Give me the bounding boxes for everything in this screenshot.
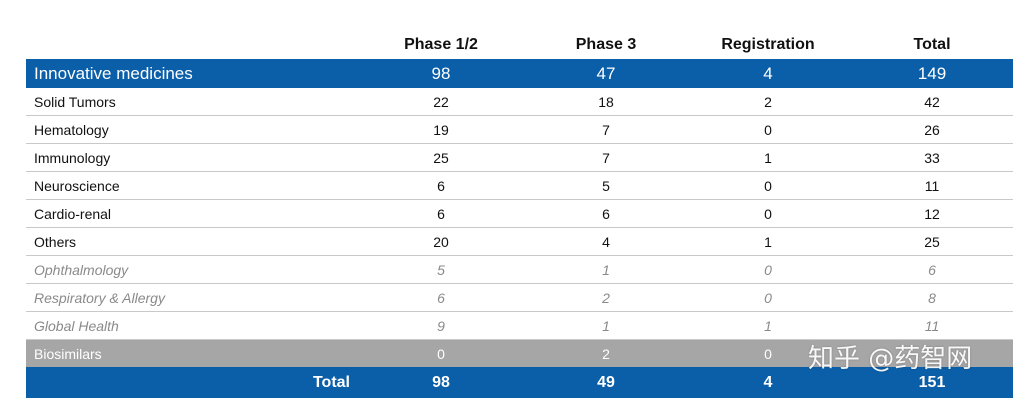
row-label: Others: [34, 233, 77, 250]
row-label: Biosimilars: [34, 345, 102, 362]
cell-registration: 0: [764, 345, 772, 362]
cell-phase-3: 4: [602, 233, 610, 250]
cell-total: 12: [924, 205, 940, 222]
cell-total: 151: [918, 373, 946, 391]
cell-phase-3: 5: [602, 177, 610, 194]
cell-total: 11: [924, 177, 940, 194]
pipeline-table: Phase 1/2 Phase 3 Registration Total Inn…: [26, 30, 1013, 398]
cell-phase-3: 7: [602, 121, 610, 138]
header-phase-1-2: Phase 1/2: [404, 36, 478, 53]
table-row-hematology: Hematology 19 7 0 26: [26, 116, 1013, 144]
cell-registration: 1: [764, 317, 772, 334]
cell-registration: 4: [763, 373, 773, 391]
row-label: Neuroscience: [34, 177, 120, 194]
header-phase-3: Phase 3: [575, 36, 637, 53]
table-row-neuroscience: Neuroscience 6 5 0 11: [26, 172, 1013, 200]
cell-registration: 2: [764, 93, 772, 110]
header-total: Total: [913, 36, 951, 53]
cell-phase-1-2: 6: [437, 177, 445, 194]
cell-phase-1-2: 20: [433, 233, 449, 250]
row-label: Cardio-renal: [34, 205, 112, 222]
table-row-biosimilars: Biosimilars 0 2 0: [26, 340, 1013, 367]
cell-registration: 4: [763, 63, 773, 83]
cell-phase-3: 6: [602, 205, 610, 222]
cell-phase-1-2: 0: [437, 345, 445, 362]
row-label: Global Health: [34, 317, 119, 334]
row-label: Ophthalmology: [34, 261, 129, 278]
cell-phase-3: 1: [602, 317, 610, 334]
cell-total: 25: [924, 233, 940, 250]
header-registration: Registration: [721, 36, 815, 53]
cell-total: 26: [924, 121, 940, 138]
row-label: Immunology: [34, 149, 111, 166]
cell-phase-3: 47: [596, 63, 616, 83]
cell-total: 42: [924, 93, 940, 110]
table-row-global-health: Global Health 9 1 1 11: [26, 312, 1013, 340]
table-row-immunology: Immunology 25 7 1 33: [26, 144, 1013, 172]
cell-phase-1-2: 98: [432, 373, 450, 391]
cell-registration: 0: [764, 289, 772, 306]
table-total-row: Total 98 49 4 151: [26, 367, 1013, 398]
cell-phase-3: 7: [602, 149, 610, 166]
table-row-respiratory-allergy: Respiratory & Allergy 6 2 0 8: [26, 284, 1013, 312]
total-label: Total: [312, 373, 350, 391]
cell-phase-3: 18: [598, 93, 614, 110]
table-row-solid-tumors: Solid Tumors 22 18 2 42: [26, 88, 1013, 116]
row-label: Hematology: [34, 121, 109, 138]
innovative-medicines-row: Innovative medicines 98 47 4 149: [26, 59, 1013, 88]
cell-registration: 0: [764, 121, 772, 138]
cell-phase-1-2: 22: [433, 93, 449, 110]
cell-phase-1-2: 25: [433, 149, 449, 166]
cell-phase-1-2: 19: [433, 121, 449, 138]
row-label: Respiratory & Allergy: [34, 289, 165, 306]
cell-total: 33: [924, 149, 940, 166]
cell-registration: 0: [764, 261, 772, 278]
cell-phase-1-2: 6: [437, 205, 445, 222]
cell-phase-3: 49: [597, 373, 615, 391]
table-header-row: Phase 1/2 Phase 3 Registration Total: [26, 30, 1013, 59]
cell-phase-1-2: 9: [437, 317, 445, 334]
cell-total: 149: [917, 63, 947, 83]
row-label: Solid Tumors: [34, 93, 116, 110]
cell-phase-1-2: 5: [437, 261, 445, 278]
cell-phase-3: 1: [602, 261, 610, 278]
cell-phase-1-2: 98: [431, 63, 451, 83]
row-label: Innovative medicines: [34, 63, 193, 83]
cell-total: 8: [928, 289, 936, 306]
cell-total: 11: [924, 317, 940, 334]
cell-registration: 1: [764, 233, 772, 250]
cell-phase-3: 2: [602, 289, 610, 306]
cell-phase-1-2: 6: [437, 289, 445, 306]
cell-registration: 0: [764, 205, 772, 222]
cell-registration: 0: [764, 177, 772, 194]
cell-total: 6: [928, 261, 936, 278]
cell-phase-3: 2: [602, 345, 610, 362]
table-row-cardio-renal: Cardio-renal 6 6 0 12: [26, 200, 1013, 228]
table-row-others: Others 20 4 1 25: [26, 228, 1013, 256]
cell-registration: 1: [764, 149, 772, 166]
watermark: 知乎 @药智网: [808, 344, 973, 374]
table-row-ophthalmology: Ophthalmology 5 1 0 6: [26, 256, 1013, 284]
